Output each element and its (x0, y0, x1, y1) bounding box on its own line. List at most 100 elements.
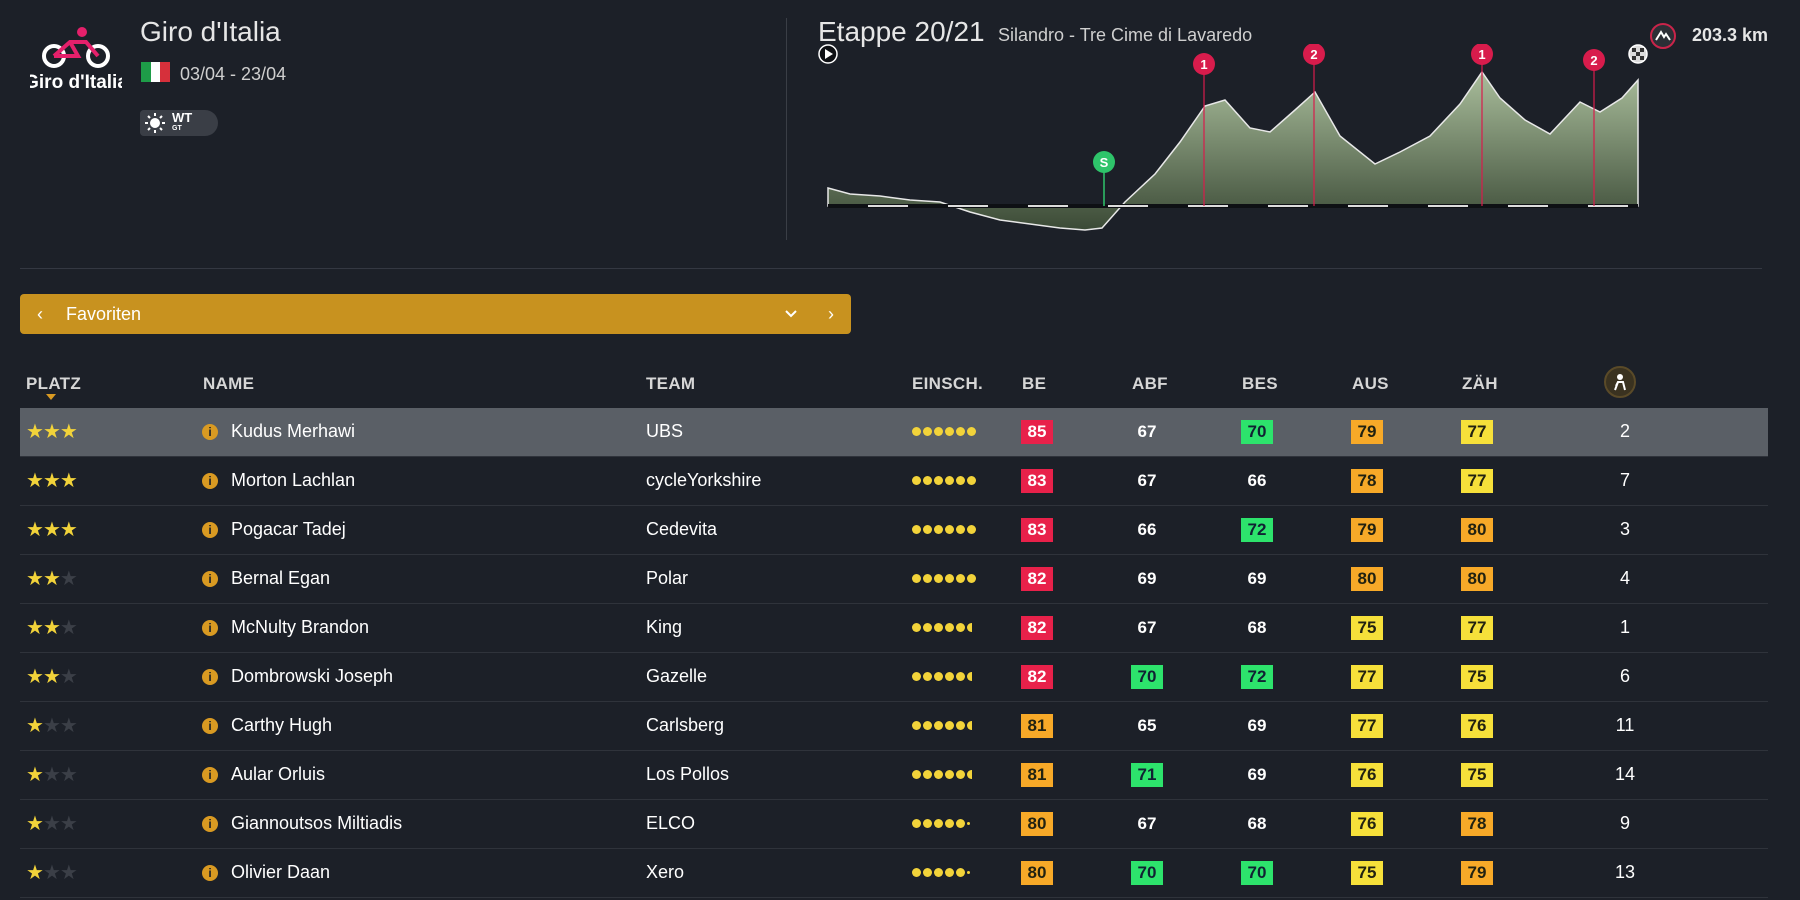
stat-abf: 67 (1130, 604, 1164, 651)
rider-info-icon[interactable]: i (202, 604, 218, 651)
form-dot (945, 623, 954, 632)
column-team[interactable]: TEAM (646, 374, 696, 393)
rider-info-icon[interactable]: i (202, 702, 218, 749)
form-dot (956, 525, 965, 534)
stage-title: Etappe 20/21 (818, 16, 985, 47)
rider-team: UBS (646, 421, 684, 441)
rider-info-icon[interactable]: i (202, 653, 218, 700)
stat-value: 75 (1461, 762, 1493, 787)
stat-value: 81 (1021, 713, 1053, 738)
column-zah[interactable]: ZÄH (1462, 374, 1498, 393)
stat-value: 65 (1137, 715, 1157, 735)
rating-stars: ★ ★ ★ (26, 555, 78, 602)
stat-abf: 67 (1130, 457, 1164, 504)
form-dot (934, 721, 943, 730)
rider-row[interactable]: ★ ★ ★ i Morton Lachlan cycleYorkshire 83 67 66 78… (20, 457, 1768, 506)
form-dot (923, 819, 932, 828)
rider-team: Los Pollos (646, 764, 730, 784)
dropdown-chevron-icon[interactable] (771, 306, 811, 322)
rider-info-icon[interactable]: i (202, 555, 218, 602)
rider-name[interactable]: Bernal Egan (231, 568, 331, 588)
rider-info-icon[interactable]: i (202, 408, 218, 455)
form-dot (956, 868, 965, 877)
rider-info-icon[interactable]: i (202, 457, 218, 504)
star-icon: ★ (26, 715, 44, 737)
column-name[interactable]: NAME (203, 374, 255, 393)
rating-stars: ★ ★ ★ (26, 653, 78, 700)
rider-row[interactable]: ★ ★ ★ i Aular Orluis Los Pollos 81 71 69 76 75 14 (20, 751, 1768, 800)
form-dot (956, 770, 965, 779)
climb-category: 2 (1590, 53, 1597, 68)
stat-value: 76 (1351, 762, 1383, 787)
star-icon: ★ (59, 666, 78, 688)
filter-select[interactable]: Favoriten (66, 303, 142, 324)
rider-row[interactable]: ★ ★ ★ i Bernal Egan Polar 82 69 69 80 80 4 (20, 555, 1768, 604)
stat-aus: 80 (1350, 555, 1384, 602)
column-abf[interactable]: ABF (1132, 374, 1168, 393)
stage-profile[interactable]: S 1 2 1 2 (810, 44, 1770, 244)
column-bes[interactable]: BES (1242, 374, 1278, 393)
rider-row[interactable]: ★ ★ ★ i Giannoutsos Miltiadis ELCO 80 67 68 76 78 9 (20, 800, 1768, 849)
star-icon: ★ (42, 764, 61, 786)
stat-bes: 69 (1240, 751, 1274, 798)
stat-value: 80 (1021, 860, 1053, 885)
filter-bar: ‹ Favoriten › (20, 294, 851, 334)
star-icon: ★ (42, 470, 61, 492)
star-icon: ★ (42, 568, 61, 590)
star-icon: ★ (59, 813, 78, 835)
form-dot (956, 819, 965, 828)
rider-name[interactable]: Morton Lachlan (231, 470, 356, 490)
rider-name[interactable]: Aular Orluis (231, 764, 326, 784)
rider-name[interactable]: Carthy Hugh (231, 715, 333, 735)
rider-row[interactable]: ★ ★ ★ i Dombrowski Joseph Gazelle 82 70 72 77 75 6 (20, 653, 1768, 702)
stat-value: 75 (1351, 860, 1383, 885)
rider-row[interactable]: ★ ★ ★ i Kudus Merhawi UBS 85 67 70 79 77 2 (20, 408, 1768, 457)
rider-info-icon[interactable]: i (202, 751, 218, 798)
form-dot (934, 427, 943, 436)
stat-value: 71 (1131, 762, 1163, 787)
stat-value: 68 (1247, 617, 1267, 637)
column-einschaetzung[interactable]: EINSCH. (912, 374, 984, 393)
form-indicator (912, 751, 974, 798)
rider-name[interactable]: Olivier Daan (231, 862, 331, 882)
rating-stars: ★ ★ ★ (26, 457, 78, 504)
rider-row[interactable]: ★ ★ ★ i McNulty Brandon King 82 67 68 75 77 1 (20, 604, 1768, 653)
stat-value: 69 (1247, 568, 1267, 588)
column-platz[interactable]: PLATZ (26, 374, 82, 393)
rider-row[interactable]: ★ ★ ★ i Pogacar Tadej Cedevita 83 66 72 79 80 3 (20, 506, 1768, 555)
rating-stars: ★ ★ ★ (26, 849, 78, 896)
stat-value: 78 (1351, 468, 1383, 493)
rider-name[interactable]: Giannoutsos Miltiadis (231, 813, 403, 833)
stat-be: 83 (1020, 457, 1054, 504)
rider-info-icon[interactable]: i (202, 506, 218, 553)
form-dot (923, 770, 932, 779)
stat-value: 77 (1461, 419, 1493, 444)
rider-name[interactable]: Dombrowski Joseph (231, 666, 394, 686)
form-dot (912, 476, 921, 485)
column-be[interactable]: BE (1022, 374, 1047, 393)
stat-value: 76 (1351, 811, 1383, 836)
stat-bes: 69 (1240, 555, 1274, 602)
rider-info-icon[interactable]: i (202, 849, 218, 896)
rider-team: Xero (646, 862, 685, 882)
profile-area (827, 70, 1639, 231)
stat-bes: 66 (1240, 457, 1274, 504)
stat-value: 76 (1461, 713, 1493, 738)
team-leader-icon[interactable] (1604, 366, 1636, 398)
rider-row[interactable]: ★ ★ ★ i Carthy Hugh Carlsberg 81 65 69 77 76 11 (20, 702, 1768, 751)
rider-name[interactable]: Pogacar Tadej (231, 519, 346, 539)
rider-row[interactable]: ★ ★ ★ i Olivier Daan Xero 80 70 70 75 79 13 (20, 849, 1768, 898)
form-dot (912, 819, 921, 828)
rider-name[interactable]: Kudus Merhawi (231, 421, 356, 441)
table-header: PLATZ NAME TEAM EINSCH. BE ABF BES AUS Z… (20, 366, 1768, 406)
rider-info-icon[interactable]: i (202, 800, 218, 847)
climb-marker (1583, 49, 1605, 71)
stage-distance: 203.3 km (1692, 25, 1769, 45)
stat-zah: 77 (1460, 604, 1494, 651)
rider-name[interactable]: McNulty Brandon (231, 617, 370, 637)
form-dot (912, 525, 921, 534)
prev-filter-button[interactable]: ‹ (37, 303, 43, 324)
column-aus[interactable]: AUS (1352, 374, 1389, 393)
next-filter-button[interactable]: › (828, 303, 834, 324)
rider-number: 2 (1619, 421, 1630, 441)
